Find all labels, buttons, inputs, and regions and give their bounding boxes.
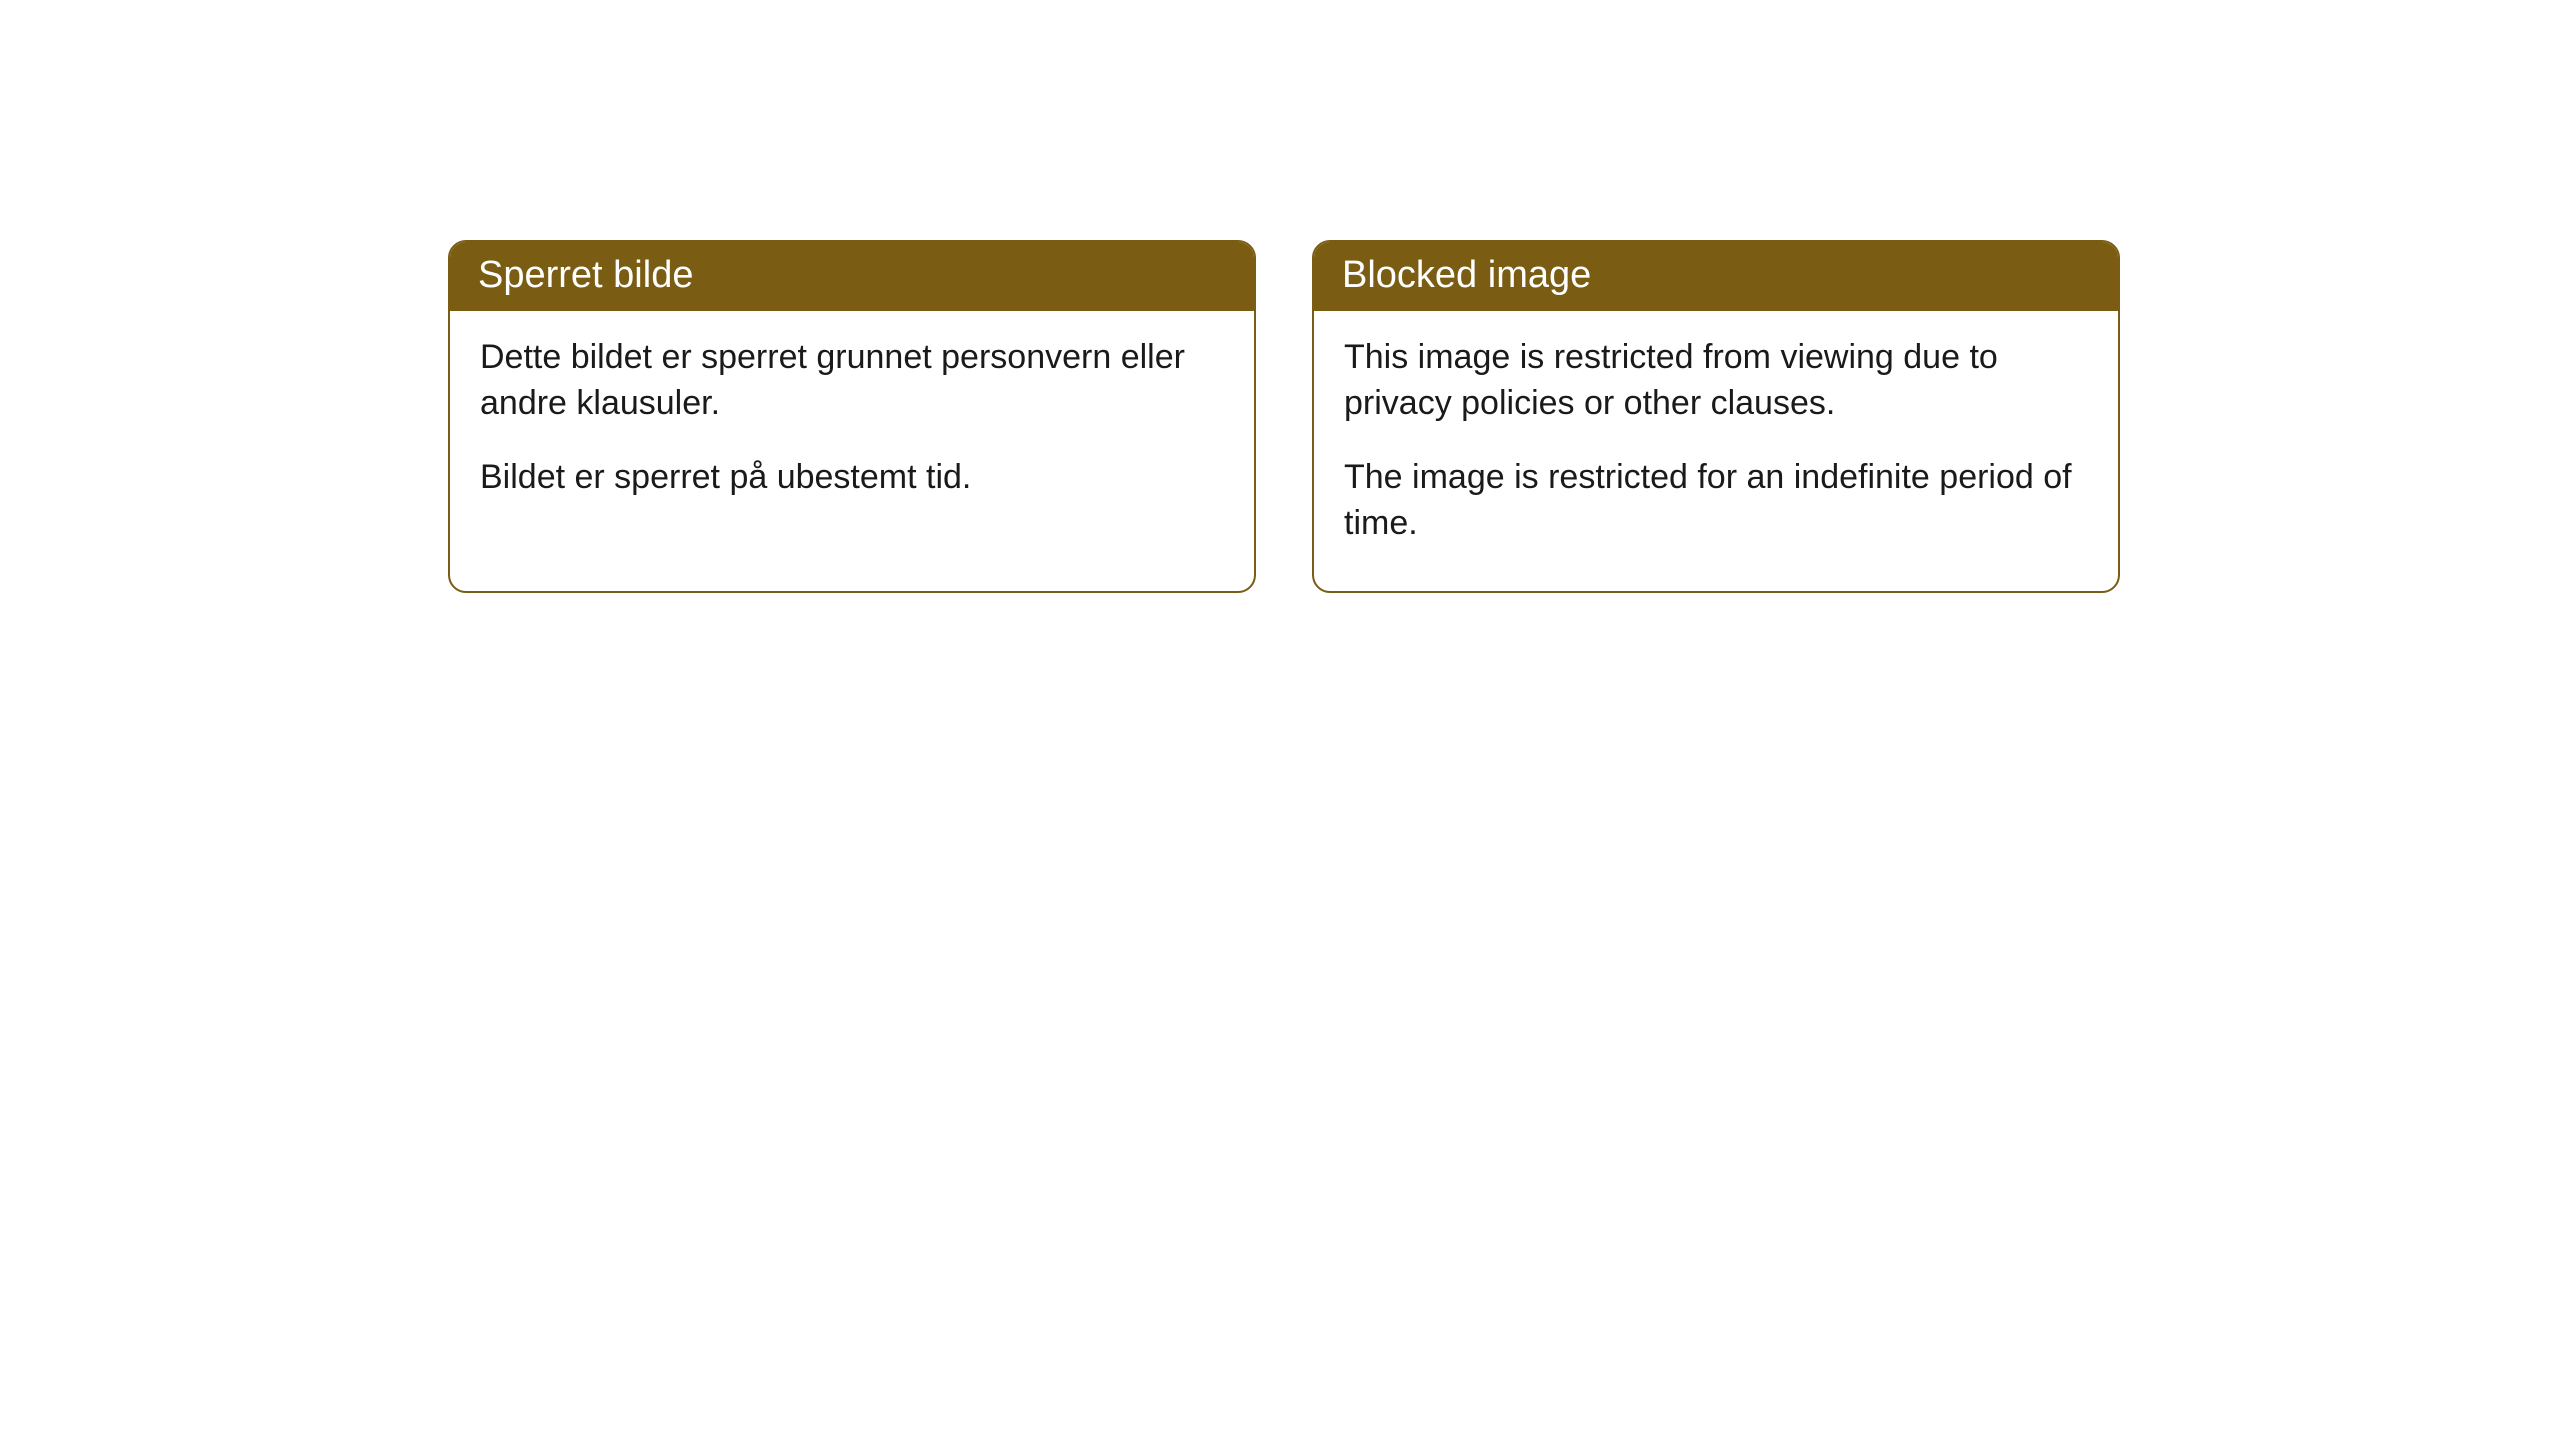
card-title: Blocked image bbox=[1342, 254, 1591, 296]
card-header: Blocked image bbox=[1314, 242, 2118, 311]
card-header: Sperret bilde bbox=[450, 242, 1254, 311]
card-paragraph: The image is restricted for an indefinit… bbox=[1344, 455, 2088, 547]
card-paragraph: This image is restricted from viewing du… bbox=[1344, 335, 2088, 427]
card-title: Sperret bilde bbox=[478, 254, 693, 296]
card-body: This image is restricted from viewing du… bbox=[1314, 311, 2118, 591]
notice-card-norwegian: Sperret bilde Dette bildet er sperret gr… bbox=[448, 240, 1256, 593]
card-paragraph: Bildet er sperret på ubestemt tid. bbox=[480, 455, 1224, 501]
notice-cards-container: Sperret bilde Dette bildet er sperret gr… bbox=[448, 240, 2560, 593]
notice-card-english: Blocked image This image is restricted f… bbox=[1312, 240, 2120, 593]
card-body: Dette bildet er sperret grunnet personve… bbox=[450, 311, 1254, 545]
card-paragraph: Dette bildet er sperret grunnet personve… bbox=[480, 335, 1224, 427]
